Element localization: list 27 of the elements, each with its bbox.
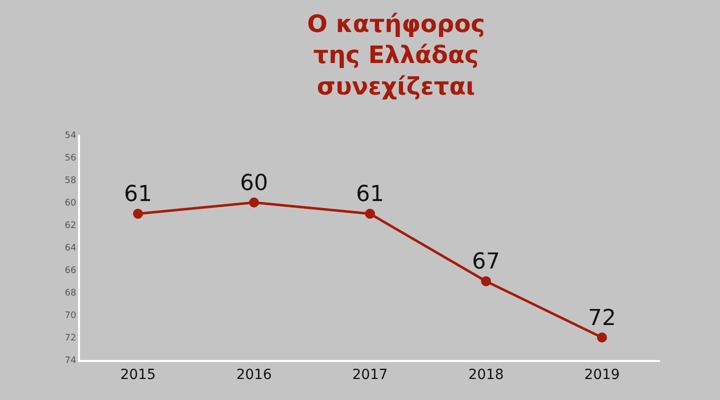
- point: [249, 198, 259, 208]
- data-label: 60: [240, 170, 268, 196]
- data-label: 72: [588, 306, 616, 331]
- x-tick-label: 2015: [120, 366, 156, 383]
- data-label: 61: [124, 182, 152, 207]
- y-tick-label: 60: [64, 198, 76, 209]
- point: [481, 276, 491, 286]
- y-tick-label: 62: [64, 221, 76, 232]
- x-tick-label: 2018: [468, 366, 504, 383]
- y-tick-label: 70: [64, 311, 76, 322]
- data-label: 61: [356, 182, 384, 207]
- data-label: 67: [472, 250, 500, 274]
- y-tick-label: 56: [64, 154, 76, 164]
- point: [133, 208, 143, 219]
- chart-title: Ο κατήφορος της Ελλάδας συνεχίζεται: [307, 10, 485, 100]
- x-tick-label: 2016: [236, 366, 272, 383]
- point: [365, 208, 375, 219]
- y-tick-label: 58: [64, 176, 76, 186]
- point: [597, 332, 607, 342]
- x-tick-label: 2019: [584, 366, 620, 383]
- y-tick-label: 64: [64, 244, 76, 254]
- x-tick-label: 2017: [352, 366, 388, 383]
- y-tick-label: 72: [64, 334, 76, 344]
- y-tick-label: 74: [64, 356, 76, 366]
- y-tick-label: 54: [64, 131, 76, 142]
- y-tick-label: 68: [64, 288, 76, 299]
- y-tick-label: 66: [64, 266, 76, 276]
